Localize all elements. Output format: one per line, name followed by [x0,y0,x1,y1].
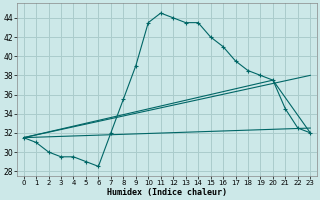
X-axis label: Humidex (Indice chaleur): Humidex (Indice chaleur) [107,188,227,197]
